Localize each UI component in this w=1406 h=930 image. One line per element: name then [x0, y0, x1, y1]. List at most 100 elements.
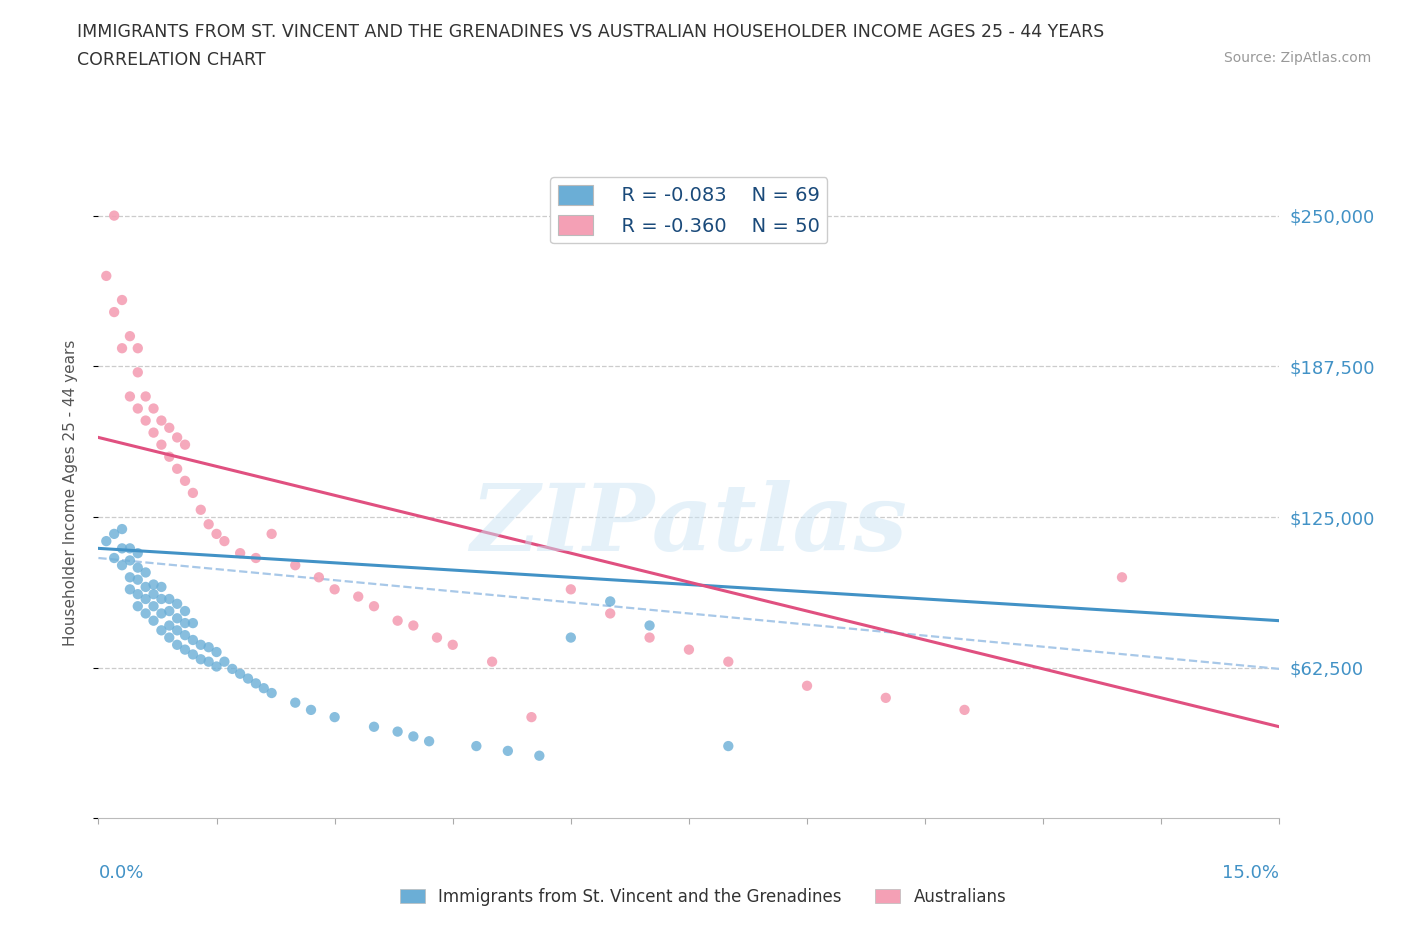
- Point: [481, 654, 503, 669]
- Point: [166, 430, 188, 445]
- Point: [118, 553, 141, 568]
- Point: [205, 659, 228, 674]
- Point: [520, 710, 543, 724]
- Point: [323, 710, 346, 724]
- Point: [142, 613, 165, 628]
- Point: [157, 420, 180, 435]
- Text: 0.0%: 0.0%: [98, 864, 143, 882]
- Point: [190, 502, 212, 517]
- Point: [96, 534, 118, 549]
- Text: IMMIGRANTS FROM ST. VINCENT AND THE GRENADINES VS AUSTRALIAN HOUSEHOLDER INCOME : IMMIGRANTS FROM ST. VINCENT AND THE GREN…: [77, 23, 1105, 41]
- Point: [205, 644, 228, 659]
- Point: [308, 570, 330, 585]
- Point: [127, 587, 149, 602]
- Point: [214, 654, 236, 669]
- Point: [157, 591, 180, 606]
- Point: [103, 526, 125, 541]
- Point: [118, 582, 141, 597]
- Point: [236, 671, 259, 686]
- Point: [111, 522, 134, 537]
- Point: [299, 702, 322, 717]
- Point: [174, 643, 197, 658]
- Point: [402, 618, 425, 633]
- Point: [260, 685, 283, 700]
- Text: ZIPatlas: ZIPatlas: [471, 481, 907, 570]
- Point: [190, 652, 212, 667]
- Point: [118, 541, 141, 556]
- Point: [127, 560, 149, 575]
- Point: [111, 293, 134, 308]
- Point: [142, 425, 165, 440]
- Point: [284, 558, 307, 573]
- Point: [103, 551, 125, 565]
- Text: 15.0%: 15.0%: [1222, 864, 1279, 882]
- Point: [157, 604, 180, 618]
- Point: [150, 437, 173, 452]
- Point: [717, 738, 740, 753]
- Point: [284, 696, 307, 711]
- Point: [157, 449, 180, 464]
- Point: [496, 743, 519, 758]
- Point: [1111, 570, 1133, 585]
- Point: [142, 599, 165, 614]
- Point: [111, 558, 134, 573]
- Point: [214, 534, 236, 549]
- Point: [174, 473, 197, 488]
- Y-axis label: Householder Income Ages 25 - 44 years: Householder Income Ages 25 - 44 years: [63, 339, 77, 646]
- Point: [229, 546, 252, 561]
- Point: [418, 734, 440, 749]
- Point: [174, 604, 197, 618]
- Point: [638, 618, 661, 633]
- Point: [875, 690, 897, 705]
- Point: [181, 632, 204, 647]
- Text: CORRELATION CHART: CORRELATION CHART: [77, 51, 266, 69]
- Point: [166, 611, 188, 626]
- Point: [174, 437, 197, 452]
- Point: [678, 643, 700, 658]
- Point: [253, 681, 276, 696]
- Point: [560, 631, 582, 645]
- Point: [150, 413, 173, 428]
- Point: [142, 578, 165, 592]
- Point: [205, 526, 228, 541]
- Point: [229, 666, 252, 681]
- Point: [197, 517, 219, 532]
- Point: [560, 582, 582, 597]
- Point: [142, 401, 165, 416]
- Point: [323, 582, 346, 597]
- Point: [103, 305, 125, 320]
- Point: [157, 631, 180, 645]
- Point: [599, 606, 621, 621]
- Point: [150, 591, 173, 606]
- Point: [465, 738, 488, 753]
- Point: [638, 631, 661, 645]
- Point: [387, 613, 409, 628]
- Point: [135, 591, 157, 606]
- Point: [363, 599, 385, 614]
- Point: [529, 749, 551, 764]
- Point: [347, 589, 370, 604]
- Point: [157, 618, 180, 633]
- Point: [953, 702, 976, 717]
- Point: [111, 541, 134, 556]
- Point: [127, 365, 149, 379]
- Point: [174, 628, 197, 643]
- Point: [96, 269, 118, 284]
- Point: [181, 647, 204, 662]
- Point: [260, 526, 283, 541]
- Point: [245, 676, 267, 691]
- Point: [197, 640, 219, 655]
- Point: [166, 637, 188, 652]
- Point: [796, 678, 818, 693]
- Point: [221, 661, 243, 676]
- Point: [363, 719, 385, 734]
- Point: [181, 616, 204, 631]
- Point: [441, 637, 464, 652]
- Point: [166, 461, 188, 476]
- Point: [402, 729, 425, 744]
- Point: [190, 637, 212, 652]
- Point: [174, 616, 197, 631]
- Point: [197, 654, 219, 669]
- Point: [118, 328, 141, 343]
- Point: [599, 594, 621, 609]
